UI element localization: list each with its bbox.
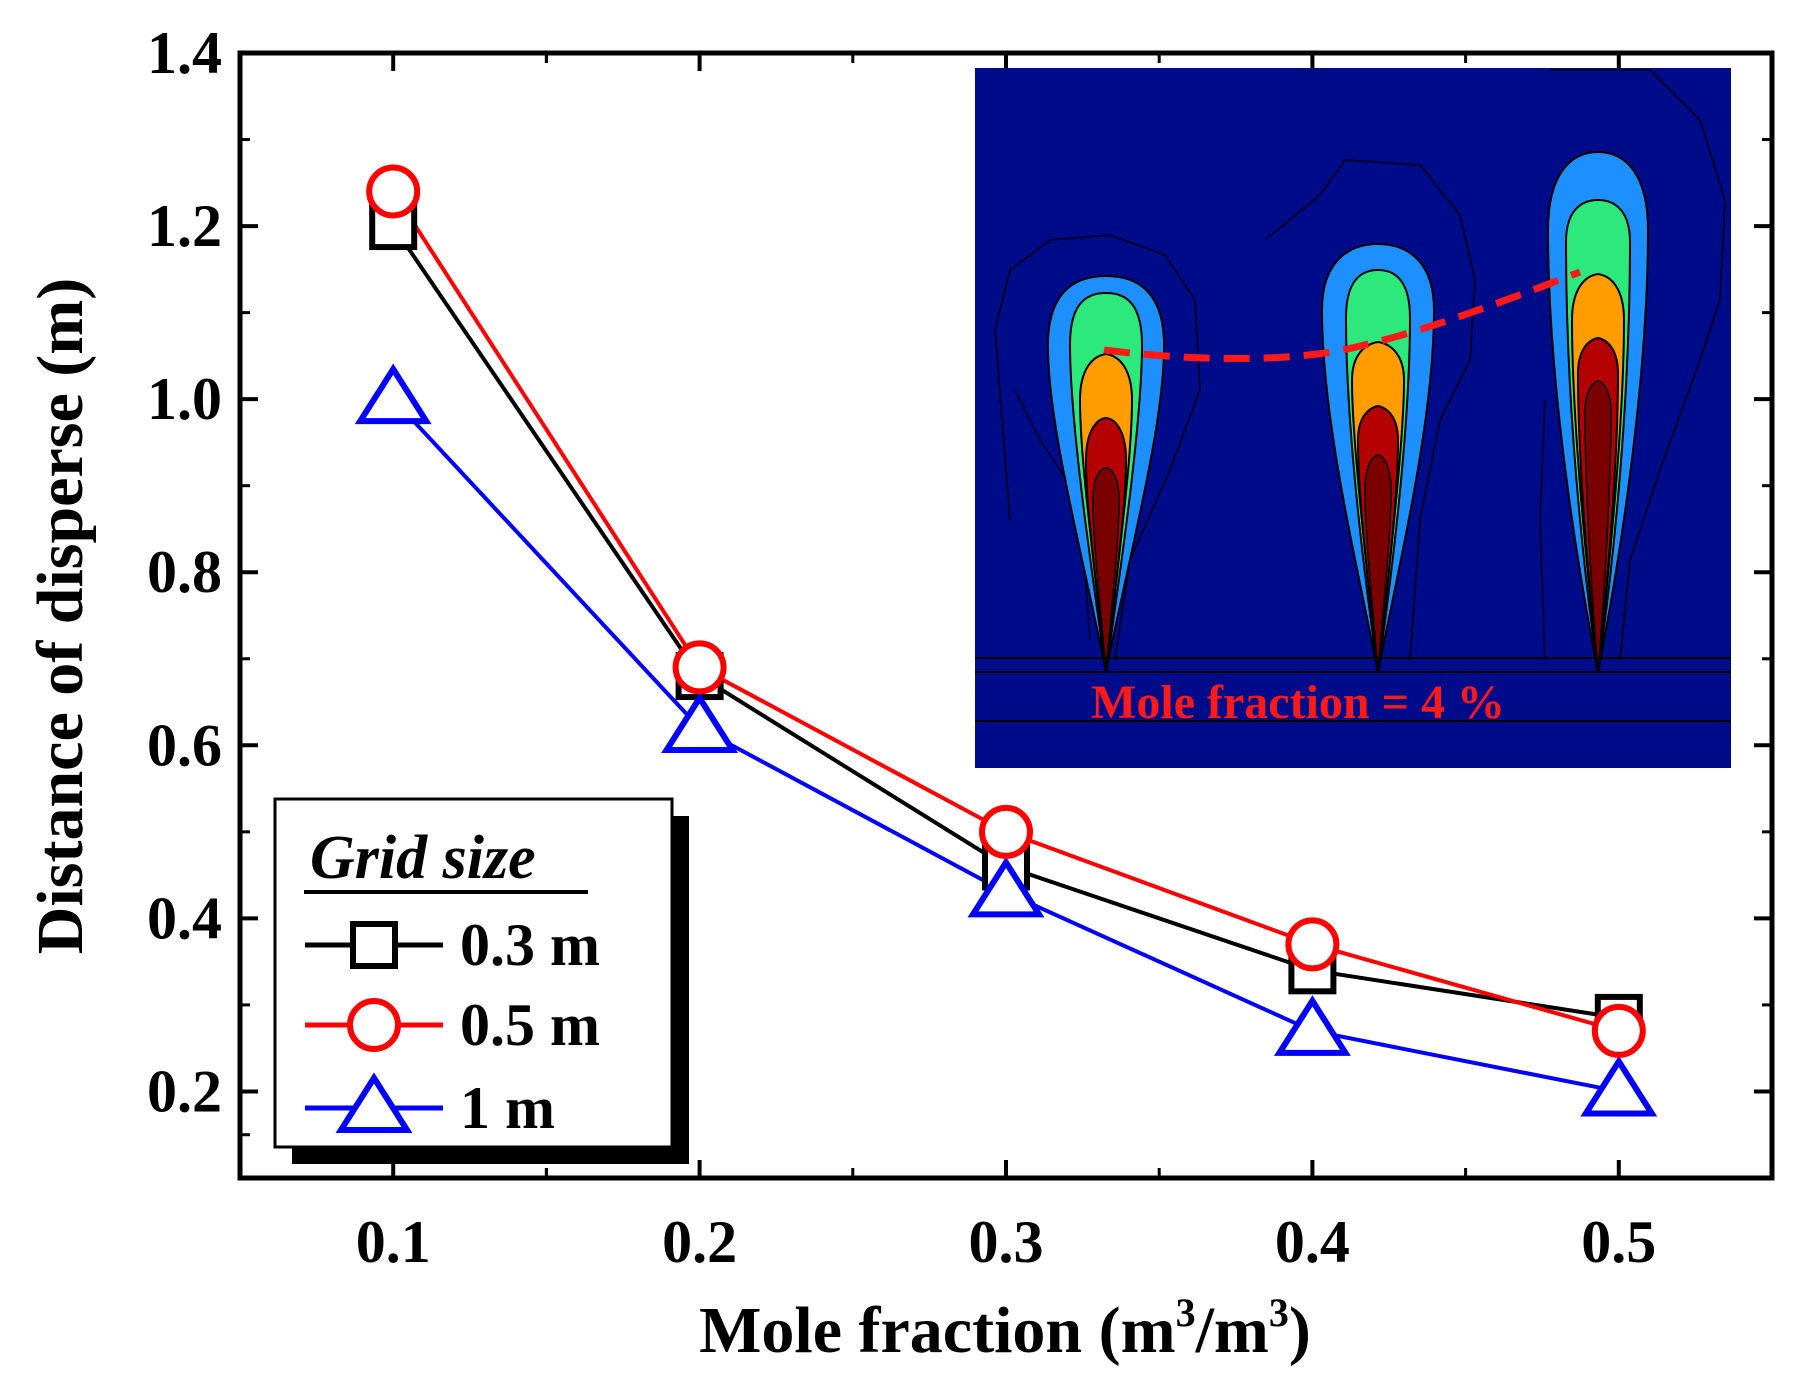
y-tick-label: 1.4 [147,20,222,86]
y-tick-label: 0.4 [147,885,222,951]
x-tick-label: 0.3 [969,1209,1044,1275]
plume-1 [1046,274,1166,673]
x-tick-label: 0.4 [1275,1209,1350,1275]
y-tick-label: 0.8 [147,539,222,605]
data-point-circle [366,164,421,219]
x-tick-label: 0.1 [356,1209,431,1275]
data-point-triangle [1273,995,1351,1056]
legend-label: 0.5 m [460,992,600,1058]
plume-3 [1546,150,1650,673]
data-point-circle [979,804,1033,859]
series-layer [354,164,1658,1117]
data-point-triangle [967,856,1045,918]
data-point-triangle [354,363,432,425]
legend-label: 0.3 m [460,912,600,978]
legend-entries: 0.3 m 0.5 m 1 m [305,912,600,1141]
legend-marker-square [350,921,398,969]
x-tick-label: 0.5 [1581,1209,1656,1275]
y-axis-ticks: 0.2 0.4 0.6 0.8 1.0 1.2 1.4 [147,20,1772,1137]
y-tick-label: 1.0 [147,366,222,432]
data-point-circle [1591,1003,1646,1058]
y-tick-label: 0.2 [147,1058,222,1124]
data-point-triangle [661,692,739,753]
four-percent-dashed-line [1103,268,1582,363]
y-axis-title: Distance of disperse (m) [24,278,97,954]
plume-outline-3 [1550,69,1727,661]
inset-contour-plot: Mole fraction = 4 % [975,68,1731,768]
legend-title: Grid size [310,824,536,892]
legend-marker-triangle [335,1072,413,1133]
data-point-triangle [1580,1055,1658,1117]
plume-outline-5 [1538,399,1546,661]
y-tick-label: 1.2 [147,193,222,259]
inset-annotation: Mole fraction = 4 % [1091,676,1505,729]
data-point-circle [1285,917,1340,972]
x-axis-title: Mole fraction (m3/m3) [699,1290,1311,1367]
plume-outline-1 [993,233,1202,661]
legend-marker-circle [347,998,401,1052]
x-tick-label: 0.2 [662,1209,737,1275]
data-point-circle [672,640,727,695]
plume-outline-2 [1264,158,1477,661]
legend-box [273,797,674,1149]
legend: Grid size 0.3 m 0.5 m 1 m [273,797,689,1164]
x-axis-ticks: 0.1 0.2 0.3 0.4 0.5 [356,53,1656,1275]
legend-label: 1 m [460,1075,555,1141]
y-tick-label: 0.6 [147,712,222,778]
